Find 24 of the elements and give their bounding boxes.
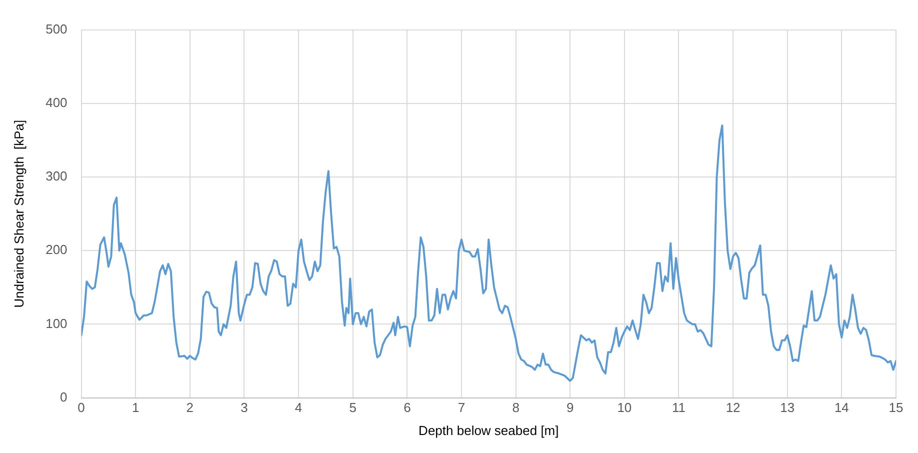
x-tick-label: 6 — [404, 400, 411, 416]
x-tick-label: 13 — [780, 400, 795, 416]
x-tick-label: 3 — [240, 400, 248, 416]
y-tick-label: 300 — [46, 168, 68, 184]
x-tick-label: 4 — [294, 400, 302, 416]
x-tick-label: 5 — [349, 400, 356, 416]
x-tick-label: 7 — [458, 400, 466, 416]
y-tick-label: 100 — [46, 316, 68, 331]
x-tick-label: 0 — [78, 400, 85, 416]
x-tick-label: 14 — [834, 400, 849, 416]
x-tick-label: 9 — [566, 400, 574, 416]
y-tick-label: 200 — [46, 242, 68, 258]
x-tick-label: 1 — [132, 400, 140, 416]
x-tick-label: 11 — [672, 400, 686, 416]
y-tick-label: 0 — [60, 389, 68, 404]
x-tick-label: 15 — [888, 400, 904, 416]
x-axis-title: Depth below seabed [m] — [418, 422, 559, 438]
x-tick-label: 10 — [617, 400, 632, 416]
y-tick-label: 400 — [46, 94, 68, 110]
x-tick-label: 2 — [186, 400, 194, 416]
y-axis-title: Undrained Shear Strength [kPa] — [11, 120, 26, 308]
x-tick-label: 12 — [726, 400, 740, 416]
x-tick-label: 8 — [512, 400, 520, 416]
y-tick-label: 500 — [46, 21, 68, 36]
